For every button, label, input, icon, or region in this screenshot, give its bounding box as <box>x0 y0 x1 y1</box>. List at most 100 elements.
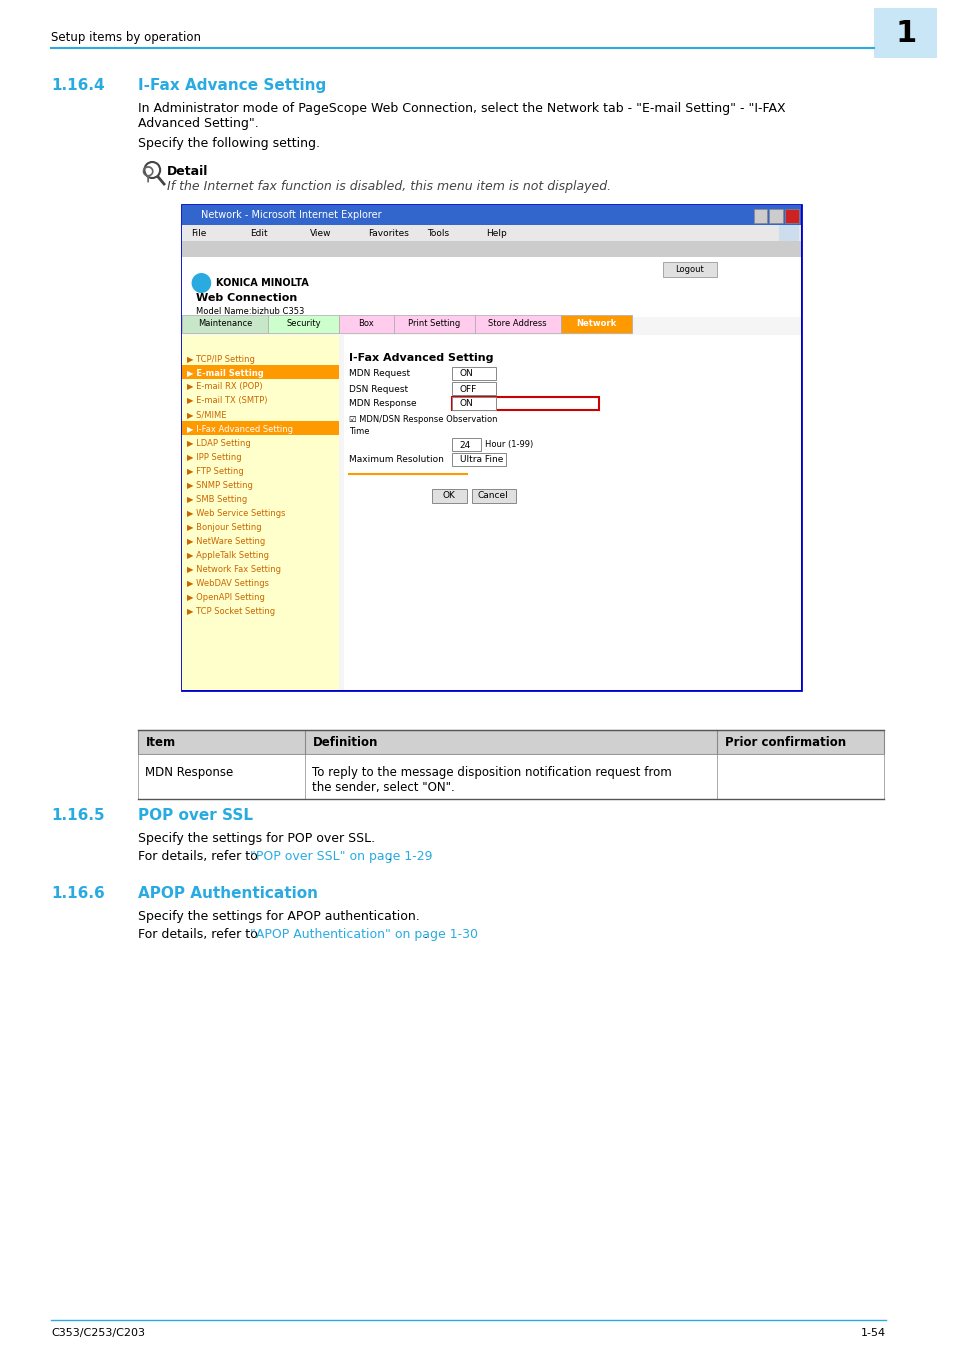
Text: ▶ S/MIME: ▶ S/MIME <box>187 410 226 420</box>
Text: ▶ Web Service Settings: ▶ Web Service Settings <box>187 509 285 517</box>
Text: ▶ SNMP Setting: ▶ SNMP Setting <box>187 481 253 490</box>
Text: I-Fax Advance Setting: I-Fax Advance Setting <box>137 78 325 93</box>
Text: In Administrator mode of PageScope Web Connection, select the Network tab - "E-m: In Administrator mode of PageScope Web C… <box>137 103 784 130</box>
Text: OK: OK <box>442 491 455 501</box>
Text: ▶ SMB Setting: ▶ SMB Setting <box>187 494 247 504</box>
Text: Cancel: Cancel <box>477 491 508 501</box>
Text: 1.16.6: 1.16.6 <box>51 886 105 900</box>
FancyBboxPatch shape <box>182 335 338 690</box>
FancyBboxPatch shape <box>182 256 800 317</box>
Text: 1.16.5: 1.16.5 <box>51 809 105 824</box>
FancyBboxPatch shape <box>768 209 782 223</box>
Text: Print Setting: Print Setting <box>408 320 460 328</box>
FancyBboxPatch shape <box>432 489 466 504</box>
Text: Item: Item <box>145 736 175 748</box>
Text: Box: Box <box>358 320 374 328</box>
Text: ON: ON <box>459 370 473 378</box>
FancyBboxPatch shape <box>182 242 800 256</box>
Text: MDN Request: MDN Request <box>349 370 410 378</box>
Text: Security: Security <box>286 320 320 328</box>
Text: MDN Response: MDN Response <box>145 765 233 779</box>
FancyBboxPatch shape <box>452 437 481 451</box>
FancyBboxPatch shape <box>474 315 560 333</box>
FancyBboxPatch shape <box>452 397 496 410</box>
Text: Logout: Logout <box>675 265 703 274</box>
Text: Definition: Definition <box>312 736 377 748</box>
Text: Specify the settings for APOP authentication.: Specify the settings for APOP authentica… <box>137 910 419 923</box>
FancyBboxPatch shape <box>137 755 883 799</box>
Text: To reply to the message disposition notification request from
the sender, select: To reply to the message disposition noti… <box>312 765 672 794</box>
FancyBboxPatch shape <box>560 315 631 333</box>
Text: 1-54: 1-54 <box>861 1328 885 1338</box>
Text: ▶ I-Fax Advanced Setting: ▶ I-Fax Advanced Setting <box>187 424 293 433</box>
Text: ▶ E-mail RX (POP): ▶ E-mail RX (POP) <box>187 382 262 391</box>
Text: ▶ TCP Socket Setting: ▶ TCP Socket Setting <box>187 606 274 616</box>
Text: ▶ Bonjour Setting: ▶ Bonjour Setting <box>187 522 261 532</box>
Text: Edit: Edit <box>251 228 268 238</box>
Text: C353/C253/C203: C353/C253/C203 <box>51 1328 145 1338</box>
Text: Specify the following setting.: Specify the following setting. <box>137 136 319 150</box>
Text: Network - Microsoft Internet Explorer: Network - Microsoft Internet Explorer <box>201 211 381 220</box>
Text: Ultra Fine: Ultra Fine <box>459 455 502 464</box>
Text: Detail: Detail <box>167 165 208 178</box>
FancyBboxPatch shape <box>471 489 516 504</box>
FancyBboxPatch shape <box>182 205 800 225</box>
Text: Specify the settings for POP over SSL.: Specify the settings for POP over SSL. <box>137 832 375 845</box>
Text: View: View <box>309 228 331 238</box>
FancyBboxPatch shape <box>182 205 800 690</box>
Text: 1.16.4: 1.16.4 <box>51 78 105 93</box>
Text: MDN Response: MDN Response <box>349 400 416 409</box>
Text: ON: ON <box>459 400 473 409</box>
FancyBboxPatch shape <box>662 262 717 277</box>
Text: File: File <box>192 228 207 238</box>
Text: ☑ MDN/DSN Response Observation: ☑ MDN/DSN Response Observation <box>349 414 497 424</box>
Text: Web Connection: Web Connection <box>196 293 297 302</box>
FancyBboxPatch shape <box>784 209 798 223</box>
Text: Hour (1-99): Hour (1-99) <box>485 440 533 450</box>
Text: Help: Help <box>486 228 506 238</box>
Text: Setup items by operation: Setup items by operation <box>51 31 201 45</box>
Text: ▶ AppleTalk Setting: ▶ AppleTalk Setting <box>187 551 269 559</box>
Text: Tools: Tools <box>427 228 449 238</box>
FancyBboxPatch shape <box>182 421 338 435</box>
Text: Time: Time <box>349 427 369 436</box>
FancyBboxPatch shape <box>452 367 496 379</box>
Text: POP over SSL: POP over SSL <box>137 809 253 824</box>
Text: 24: 24 <box>459 440 471 450</box>
FancyBboxPatch shape <box>452 382 496 396</box>
FancyBboxPatch shape <box>874 8 936 58</box>
Text: Store Address: Store Address <box>488 320 546 328</box>
Text: .: . <box>423 927 427 941</box>
Text: Prior confirmation: Prior confirmation <box>724 736 845 748</box>
Text: ▶ Network Fax Setting: ▶ Network Fax Setting <box>187 564 280 574</box>
FancyBboxPatch shape <box>779 225 798 242</box>
Text: .: . <box>388 850 392 863</box>
Text: 1: 1 <box>894 19 916 47</box>
Text: Model Name:bizhub C353: Model Name:bizhub C353 <box>196 308 305 316</box>
Circle shape <box>192 273 211 293</box>
Text: For details, refer to: For details, refer to <box>137 927 261 941</box>
Text: DSN Request: DSN Request <box>349 385 408 393</box>
FancyBboxPatch shape <box>452 397 598 410</box>
FancyBboxPatch shape <box>182 256 800 690</box>
Text: Maintenance: Maintenance <box>197 320 252 328</box>
FancyBboxPatch shape <box>137 730 883 755</box>
Text: Network: Network <box>576 320 616 328</box>
FancyBboxPatch shape <box>268 315 338 333</box>
Text: If the Internet fax function is disabled, this menu item is not displayed.: If the Internet fax function is disabled… <box>167 180 611 193</box>
Text: For details, refer to: For details, refer to <box>137 850 261 863</box>
Text: ⚲: ⚲ <box>140 165 154 184</box>
FancyBboxPatch shape <box>338 315 394 333</box>
Text: ▶ IPP Setting: ▶ IPP Setting <box>187 452 241 462</box>
Text: ▶ OpenAPI Setting: ▶ OpenAPI Setting <box>187 593 264 602</box>
Text: APOP Authentication: APOP Authentication <box>137 886 317 900</box>
FancyBboxPatch shape <box>182 315 268 333</box>
FancyBboxPatch shape <box>452 454 505 466</box>
Text: ▶ FTP Setting: ▶ FTP Setting <box>187 467 243 475</box>
FancyBboxPatch shape <box>182 225 800 242</box>
Text: "APOP Authentication" on page 1-30: "APOP Authentication" on page 1-30 <box>250 927 477 941</box>
Text: ▶ TCP/IP Setting: ▶ TCP/IP Setting <box>187 355 254 363</box>
Text: ▶ LDAP Setting: ▶ LDAP Setting <box>187 439 250 447</box>
Text: OFF: OFF <box>459 385 476 393</box>
Text: "POP over SSL" on page 1-29: "POP over SSL" on page 1-29 <box>250 850 432 863</box>
